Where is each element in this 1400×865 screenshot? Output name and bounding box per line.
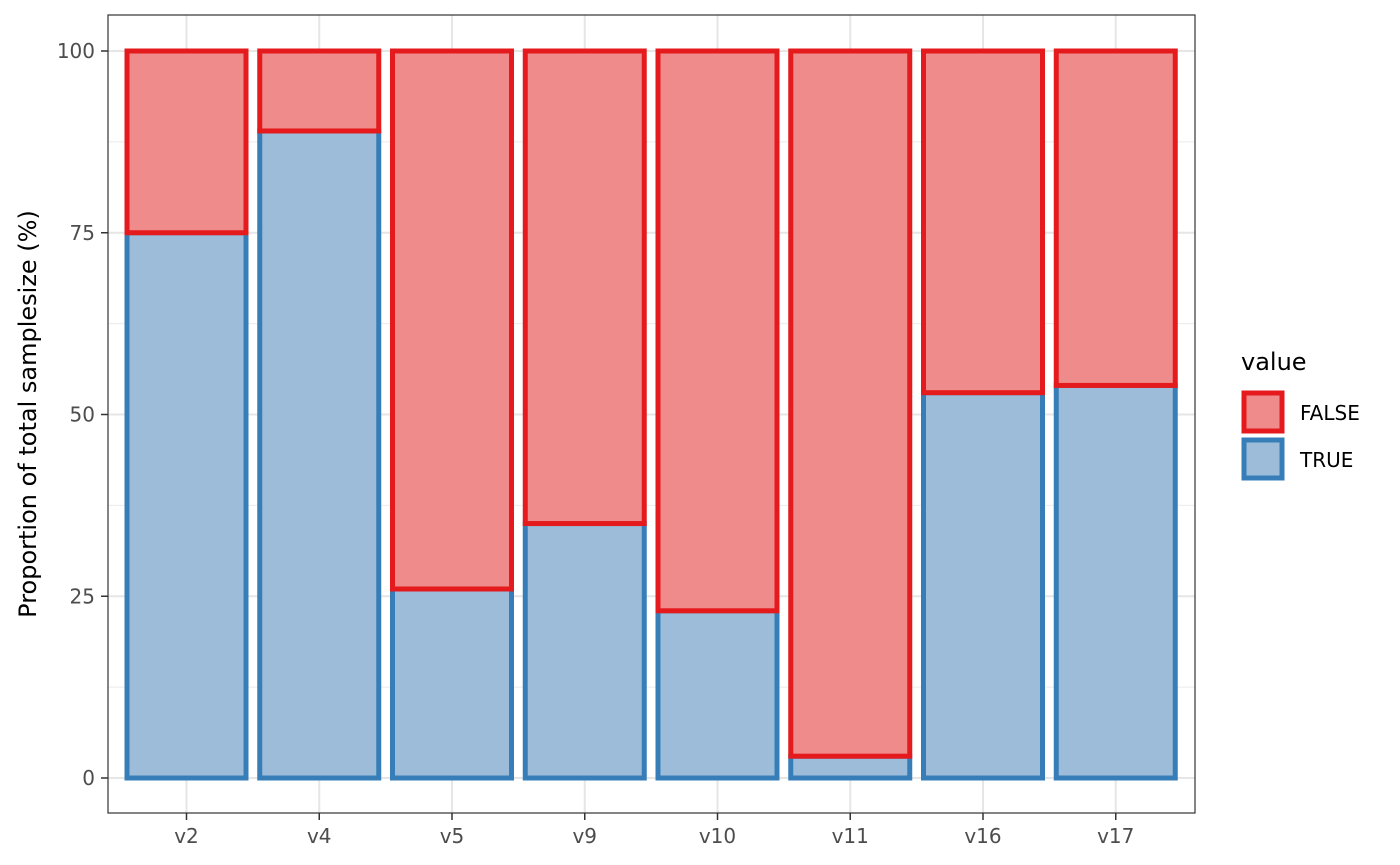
bar-false-v17 <box>1053 48 1178 388</box>
legend-title: value <box>1241 348 1307 376</box>
y-axis: 0 25 50 75 100 <box>57 39 108 790</box>
legend-label-true: TRUE <box>1299 448 1353 472</box>
legend-key-false <box>1241 390 1285 434</box>
bar-true-v16 <box>921 390 1045 781</box>
x-tick-label: v11 <box>832 824 869 848</box>
x-tick-label: v17 <box>1097 824 1134 848</box>
bar-false-v11 <box>788 48 913 759</box>
bar-false-v16 <box>921 48 1045 396</box>
x-tick-label: v9 <box>572 824 597 848</box>
x-tick-label: v5 <box>440 824 465 848</box>
bar-false-v4 <box>257 48 382 134</box>
bar-false-v5 <box>390 48 514 592</box>
bar-false-v9 <box>522 48 647 527</box>
bar-true-v10 <box>655 608 780 781</box>
y-tick-label: 50 <box>70 403 95 427</box>
y-tick-label: 25 <box>70 584 95 608</box>
bar-false-v10 <box>655 48 780 614</box>
x-tick-label: v4 <box>307 824 332 848</box>
y-tick-label: 100 <box>57 39 95 63</box>
bar-true-v2 <box>124 230 249 781</box>
bar-true-v9 <box>522 521 647 781</box>
x-tick-label: v16 <box>964 824 1001 848</box>
legend: value FALSE TRUE <box>1241 348 1360 481</box>
bar-true-v5 <box>390 586 514 781</box>
bars <box>124 48 1178 781</box>
y-axis-title: Proportion of total samplesize (%) <box>14 210 42 618</box>
legend-key-true <box>1241 437 1285 481</box>
bar-true-v17 <box>1053 382 1178 781</box>
y-tick-label: 0 <box>82 766 95 790</box>
bar-false-v2 <box>124 48 249 236</box>
y-tick-label: 75 <box>70 221 95 245</box>
x-tick-label: v10 <box>699 824 736 848</box>
bar-true-v4 <box>257 128 382 781</box>
x-tick-label: v2 <box>174 824 199 848</box>
bar-true-v11 <box>788 753 913 781</box>
x-axis: v2 v4 v5 v9 v10 v11 v16 v17 <box>174 813 1134 848</box>
legend-label-false: FALSE <box>1300 401 1360 425</box>
